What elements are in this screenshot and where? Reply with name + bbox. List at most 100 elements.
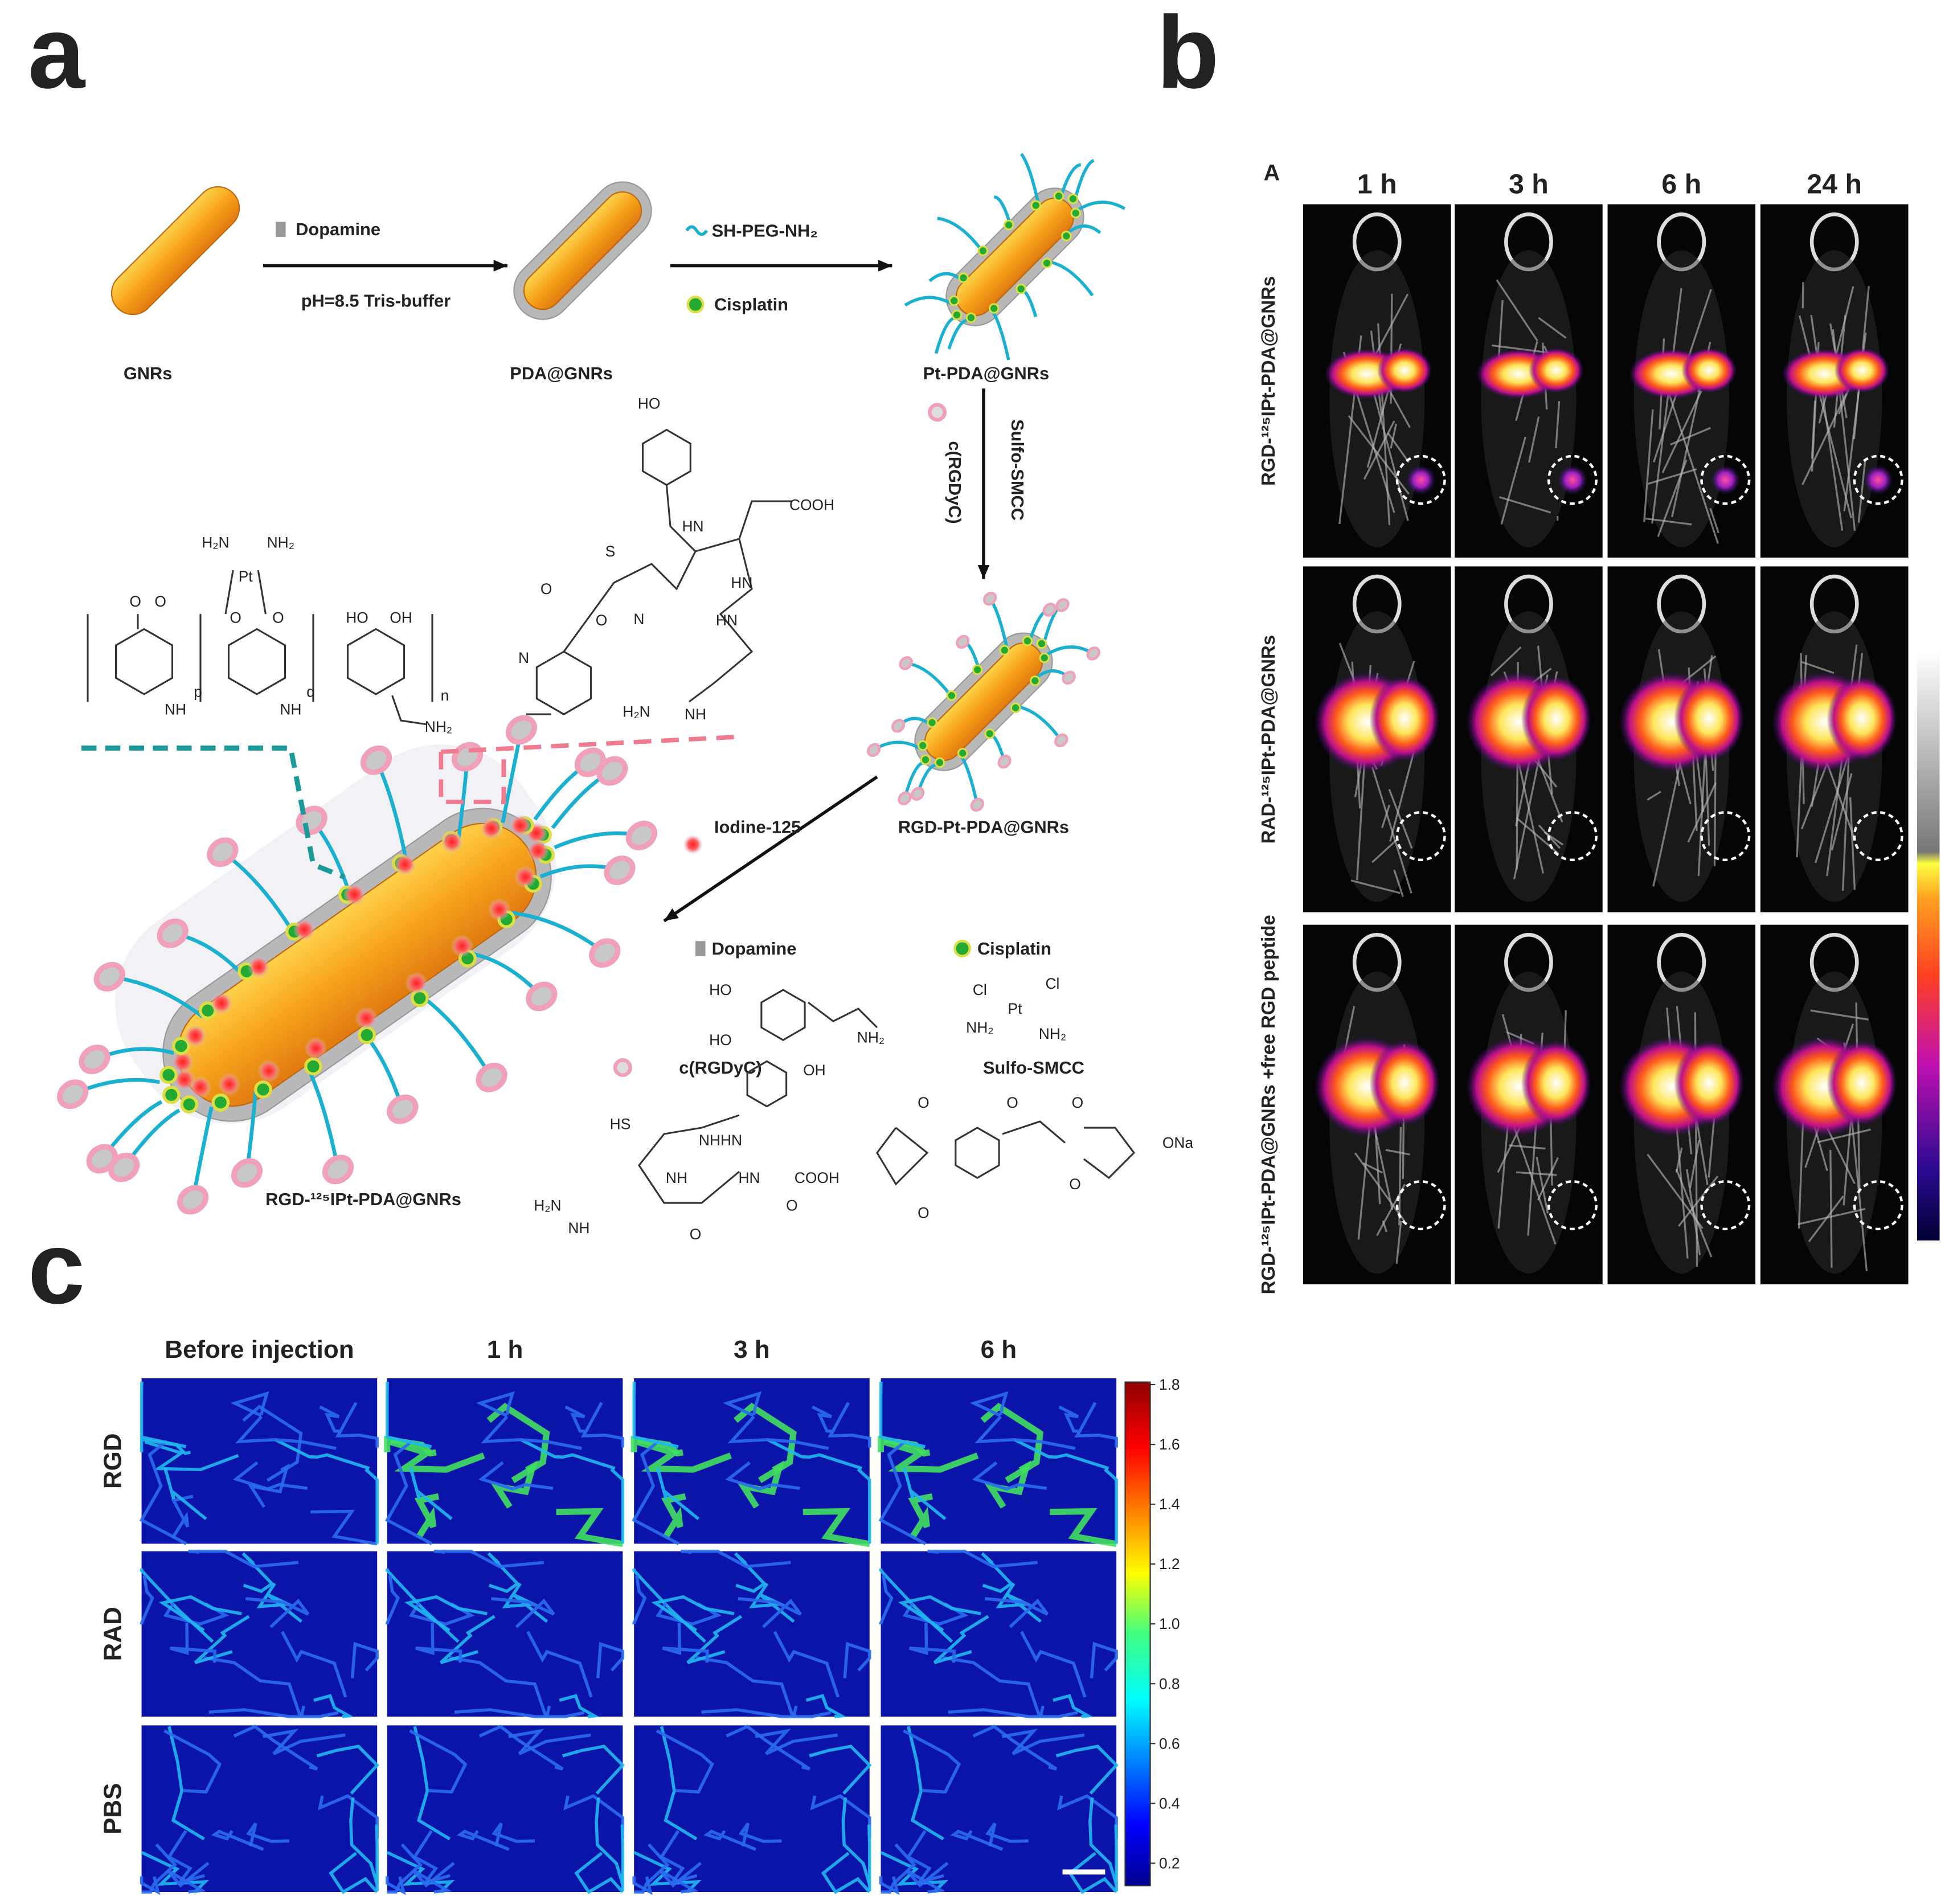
vessel — [169, 1623, 217, 1663]
vessel — [972, 1461, 1047, 1491]
vessel — [386, 1876, 406, 1895]
vessel — [695, 1656, 795, 1717]
skull — [1657, 574, 1706, 634]
vessel — [246, 1822, 289, 1847]
cisplatin-dot — [917, 740, 928, 751]
vessel — [632, 1876, 653, 1895]
cisplatin-dot — [1067, 193, 1079, 204]
cisplatin-dot — [1030, 200, 1041, 211]
cisplatin-dot — [984, 728, 995, 739]
bone — [1647, 791, 1661, 801]
skull — [1504, 932, 1553, 992]
panel-label: a — [28, 0, 86, 110]
skull — [1809, 212, 1859, 272]
skull — [1352, 574, 1402, 634]
atom-label: NH — [685, 706, 706, 723]
legend-label: Cisplatin — [977, 939, 1051, 959]
vessel — [235, 1415, 337, 1450]
atom-label: HN — [682, 518, 704, 535]
cisplatin-dot — [958, 272, 969, 284]
vessel — [562, 1745, 625, 1795]
tumor-outline — [1700, 1180, 1751, 1231]
vessel — [559, 1694, 600, 1718]
vessel — [985, 1822, 1029, 1847]
iodine-dot — [514, 866, 537, 888]
vessel — [508, 1729, 591, 1755]
vessel — [163, 1729, 222, 1794]
atom-label: O — [230, 609, 241, 627]
rgd-dot — [982, 592, 997, 606]
iodine-dot — [355, 1007, 378, 1030]
uptake — [1834, 347, 1890, 393]
legend-dopamine-icon — [695, 941, 706, 956]
rgd-dot — [1054, 733, 1068, 747]
tumor-outline — [1700, 811, 1751, 862]
vessel — [491, 1597, 555, 1628]
bone — [1537, 1157, 1559, 1201]
rgd-dot — [86, 1144, 118, 1174]
rgd-dot — [476, 1062, 507, 1092]
vessel — [263, 1729, 346, 1755]
vessel — [727, 1415, 829, 1450]
uptake — [1674, 1040, 1745, 1126]
vessel — [492, 1822, 535, 1847]
pa-image — [384, 1378, 625, 1547]
vessel — [883, 1439, 979, 1473]
panel-label: b — [1156, 0, 1219, 110]
bond — [257, 570, 267, 615]
vessel — [564, 1405, 585, 1433]
vessel — [766, 1438, 862, 1470]
vessel — [413, 1726, 451, 1841]
vessel — [610, 1468, 625, 1544]
atom-label: NH₂ — [425, 718, 452, 735]
bone — [1385, 1149, 1410, 1156]
peg-chain — [1077, 200, 1126, 211]
cisplatin-dot — [972, 664, 983, 675]
rgd-dot — [1042, 603, 1057, 617]
bone — [1536, 1157, 1549, 1214]
spect-image — [1607, 204, 1756, 558]
vessel — [857, 1468, 871, 1544]
product-label: Pt-PDA@GNRs — [923, 363, 1050, 383]
rgd-dot — [79, 1045, 110, 1074]
iodine-dot — [488, 898, 511, 921]
row-label: RAD-¹²⁵IPt-PDA@GNRs — [1258, 635, 1279, 844]
atom-label: O — [541, 580, 552, 597]
atom-label: NH — [568, 1219, 589, 1236]
cisplatin-dot — [358, 1026, 376, 1045]
vessel — [878, 1439, 927, 1545]
vessel — [526, 1631, 593, 1698]
cisplatin-dot — [1053, 191, 1064, 202]
vessel — [158, 1595, 242, 1632]
product-label: RGD-Pt-PDA@GNRs — [898, 817, 1069, 837]
image-bg — [387, 1551, 623, 1717]
vessel — [387, 1843, 423, 1894]
row-label: PBS — [99, 1783, 126, 1834]
iodine-dot — [405, 972, 428, 995]
vessel — [633, 1850, 702, 1893]
vessel — [141, 1850, 209, 1893]
iodine-dot — [173, 1068, 196, 1091]
subpanel-label: A — [1264, 161, 1280, 186]
bone — [1362, 1162, 1383, 1174]
vessel — [908, 1623, 956, 1663]
cisplatin-dot — [162, 1086, 181, 1104]
atom-label: q — [306, 683, 315, 700]
vessel — [879, 1381, 926, 1448]
tumor-uptake — [1863, 465, 1894, 495]
bone — [1528, 416, 1540, 463]
rgd-dot — [322, 1154, 354, 1185]
bone — [1350, 879, 1401, 894]
bone — [1371, 838, 1399, 863]
vessel — [703, 1829, 756, 1851]
peg-icon — [685, 225, 709, 236]
atom-label: NH — [165, 701, 186, 718]
peg-chain — [906, 661, 953, 698]
vessel — [1090, 1641, 1118, 1678]
bone — [1647, 468, 1697, 485]
atom-label: HO — [709, 1031, 732, 1049]
atom-label: O — [129, 593, 141, 610]
spect-image — [1455, 924, 1603, 1285]
